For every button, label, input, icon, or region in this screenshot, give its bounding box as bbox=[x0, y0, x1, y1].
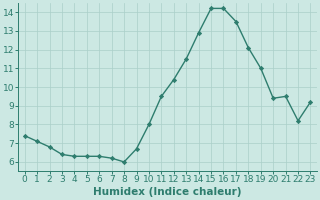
X-axis label: Humidex (Indice chaleur): Humidex (Indice chaleur) bbox=[93, 187, 242, 197]
